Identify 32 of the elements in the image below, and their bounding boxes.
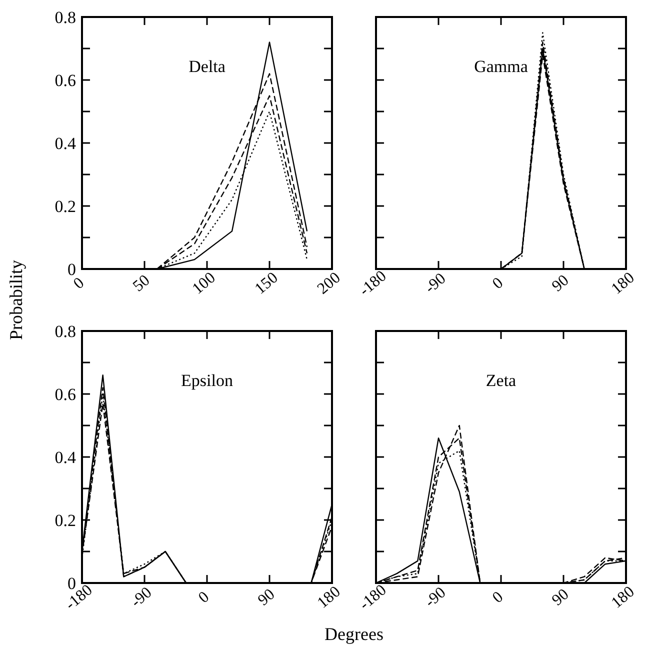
y-tick-label: 0.2 xyxy=(54,197,76,216)
y-tick-label: 0.2 xyxy=(54,511,76,530)
x-tick-label: -180 xyxy=(356,268,390,300)
text: Delta xyxy=(188,57,226,76)
x-tick-label: 180 xyxy=(608,583,638,612)
x-tick-label: 180 xyxy=(314,583,344,612)
y-axis-title: Probability xyxy=(6,260,26,340)
y-tick-label: 0.8 xyxy=(54,8,76,27)
x-tick-label: -90 xyxy=(422,584,450,611)
x-axis-title: Degrees xyxy=(324,624,384,644)
x-tick-label: 0 xyxy=(196,588,213,607)
x-tick-label: 100 xyxy=(189,269,219,298)
x-tick-label: 90 xyxy=(255,586,278,610)
text: Zeta xyxy=(486,371,517,390)
x-tick-label: -90 xyxy=(128,584,156,611)
text: Epsilon xyxy=(181,371,234,390)
x-tick-label: 0 xyxy=(490,274,507,293)
text: Gamma xyxy=(474,57,528,76)
x-tick-label: 90 xyxy=(549,586,572,610)
x-tick-label: 90 xyxy=(549,272,572,296)
x-tick-label: 150 xyxy=(252,269,282,298)
x-tick-label: 180 xyxy=(608,269,638,298)
y-tick-label: 0.8 xyxy=(54,322,76,341)
y-tick-label: 0.4 xyxy=(54,448,76,467)
x-tick-label: -90 xyxy=(422,270,450,297)
x-tick-label: 200 xyxy=(314,269,344,298)
y-tick-label: 0.6 xyxy=(54,385,76,404)
x-tick-label: -180 xyxy=(356,582,390,614)
x-tick-label: 50 xyxy=(130,272,154,296)
y-tick-label: 0.6 xyxy=(54,71,76,90)
x-tick-label: 0 xyxy=(490,588,507,607)
y-tick-label: 0.4 xyxy=(54,134,76,153)
